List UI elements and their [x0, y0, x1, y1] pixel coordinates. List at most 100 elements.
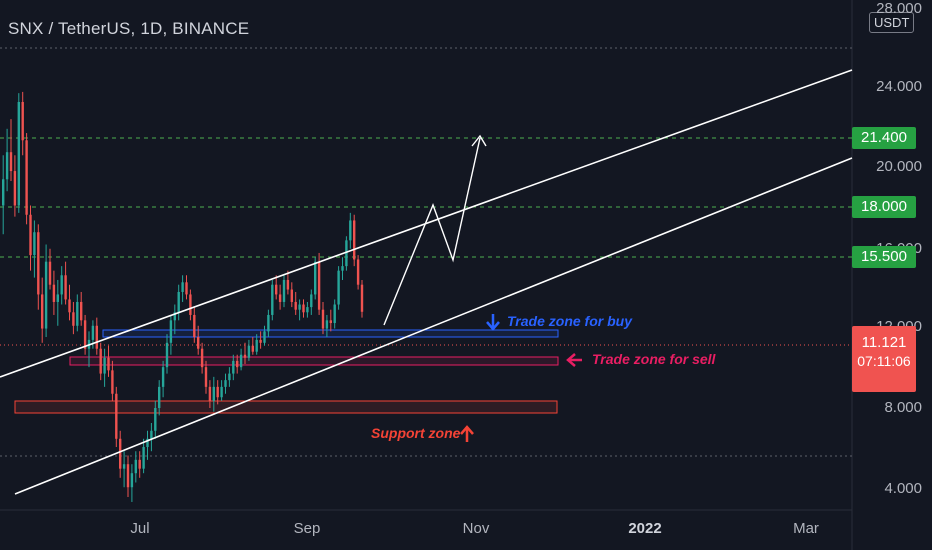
candle-body — [33, 232, 36, 256]
bar-countdown: 07:11:06 — [857, 353, 911, 369]
candle-body — [185, 282, 188, 295]
level-label-21400: 21.400 — [852, 127, 916, 149]
candle-body — [349, 220, 352, 241]
current-price-value: 11.121 — [861, 334, 907, 351]
candle-body — [83, 320, 87, 349]
candle-body — [275, 284, 278, 295]
candle-body — [259, 339, 262, 343]
candle-body — [189, 294, 192, 315]
candle-body — [37, 232, 40, 295]
candle-body — [41, 294, 44, 329]
candle-body — [290, 289, 293, 302]
candle-body — [169, 320, 173, 343]
candle-body — [138, 459, 141, 469]
current-price-label: 11.121 07:11:06 — [852, 326, 916, 392]
candle-body — [325, 320, 329, 329]
candle-body — [80, 301, 83, 321]
candle-body — [208, 386, 212, 401]
candle-body — [111, 370, 114, 394]
candle-body — [337, 270, 340, 305]
candle-body — [122, 464, 126, 469]
candle-body — [247, 345, 251, 358]
candle-body — [115, 393, 118, 439]
candle-body — [228, 373, 231, 381]
support-zone[interactable] — [14, 400, 558, 414]
candle-body — [13, 171, 17, 206]
candle-body — [154, 408, 157, 431]
x-tick-nov: Nov — [462, 520, 490, 537]
candle-body — [204, 367, 208, 387]
level-label-15500: 15.500 — [852, 246, 916, 268]
candle-body — [177, 291, 180, 313]
candle-body — [25, 140, 28, 215]
candle-body — [44, 261, 48, 329]
candle-body — [2, 179, 5, 206]
candle-body — [181, 282, 184, 292]
candle-body — [243, 354, 247, 358]
candle-body — [220, 386, 223, 398]
x-tick-mar: Mar — [793, 520, 819, 537]
candle-body — [314, 261, 317, 295]
candlestick-series — [2, 91, 364, 502]
level-label-18000: 18.000 — [852, 196, 916, 218]
candle-body — [60, 275, 63, 295]
candle-body — [251, 345, 254, 352]
candle-body — [321, 309, 325, 329]
candle-body — [103, 357, 106, 374]
candle-body — [263, 331, 266, 343]
candle-body — [356, 259, 360, 285]
candle-body — [29, 214, 32, 256]
candle-body — [329, 320, 332, 324]
y-tick-8000: 8.000 — [884, 399, 922, 416]
support-zone-label: Support zone — [371, 425, 461, 441]
candle-body — [5, 152, 9, 180]
candle-body — [158, 386, 161, 408]
candle-body — [48, 261, 52, 285]
y-tick-28000: 28.000 — [876, 0, 922, 17]
candle-body — [95, 325, 98, 349]
candle-body — [21, 101, 24, 141]
candle-body — [353, 220, 356, 260]
arrow-up-icon — [460, 425, 474, 442]
candle-body — [76, 301, 79, 326]
candle-body — [56, 294, 59, 302]
candle-body — [212, 386, 215, 401]
candle-body — [278, 294, 282, 302]
arrow-left-icon — [566, 353, 582, 367]
candle-body — [52, 284, 56, 302]
candle-body — [146, 438, 149, 448]
x-tick-sep: Sep — [293, 520, 321, 537]
projection-arrowhead — [471, 134, 487, 147]
candle-body — [216, 386, 219, 398]
candle-body — [197, 337, 200, 349]
candle-body — [193, 314, 196, 338]
channel-lower-line[interactable] — [14, 157, 853, 495]
candle-body — [99, 348, 102, 374]
x-tick-jul: Jul — [130, 520, 150, 537]
currency-button[interactable]: USDT — [869, 12, 915, 33]
sell-zone[interactable] — [69, 356, 559, 366]
chart-title: SNX / TetherUS, 1D, BINANCE — [8, 19, 250, 38]
candle-body — [224, 380, 227, 387]
candle-body — [17, 101, 20, 206]
candle-body — [165, 342, 169, 368]
candle-body — [9, 152, 13, 172]
candle-body — [310, 294, 313, 308]
candle-body — [239, 354, 243, 368]
candle-body — [68, 299, 71, 313]
candle-body — [298, 304, 301, 310]
candle-body — [91, 325, 95, 340]
candle-body — [64, 275, 67, 300]
candle-body — [255, 339, 258, 352]
candle-body — [126, 464, 130, 488]
y-tick-20000: 20.000 — [876, 158, 922, 175]
candle-body — [236, 360, 239, 368]
candle-body — [360, 284, 364, 312]
candle-body — [72, 312, 75, 326]
candle-body — [333, 304, 336, 324]
y-tick-4000: 4.000 — [884, 480, 922, 497]
candle-body — [130, 473, 134, 488]
candle-body — [306, 307, 309, 313]
projection-path[interactable] — [383, 137, 481, 326]
